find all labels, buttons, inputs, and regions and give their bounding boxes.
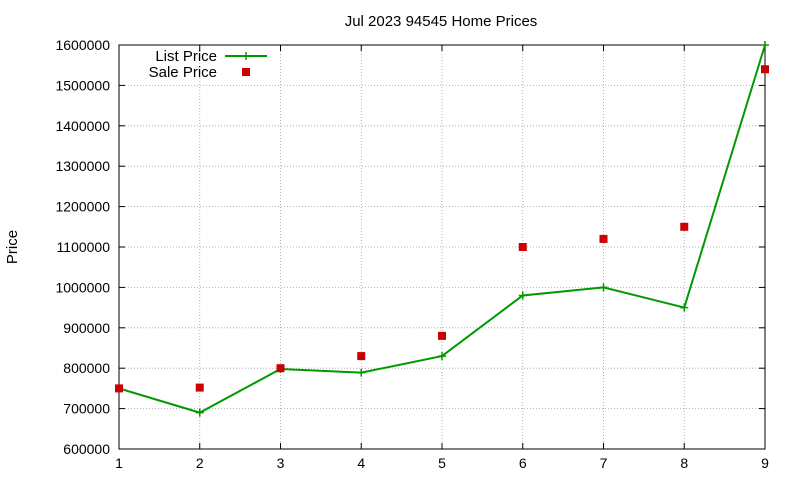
sale-price-point bbox=[438, 331, 446, 340]
sale-price-point bbox=[276, 364, 285, 373]
sale-price-point bbox=[357, 352, 366, 361]
sale-price-point bbox=[518, 243, 527, 251]
list-price-point bbox=[599, 283, 608, 292]
x-tick-label: 1 bbox=[115, 455, 123, 471]
list-price-point bbox=[438, 352, 446, 361]
y-tick-label: 1300000 bbox=[55, 158, 110, 174]
y-tick-label: 1500000 bbox=[55, 77, 110, 93]
list-price-point bbox=[357, 368, 366, 377]
grid-lines bbox=[119, 45, 765, 449]
y-tick-label: 600000 bbox=[63, 441, 110, 457]
sale-price-point bbox=[761, 65, 769, 74]
x-tick-label: 3 bbox=[277, 455, 285, 471]
list-price-point bbox=[195, 408, 204, 417]
x-tick-label: 9 bbox=[761, 455, 769, 471]
list-price-point bbox=[518, 291, 527, 300]
sale-price-point bbox=[115, 384, 123, 393]
plot-marks bbox=[115, 41, 769, 417]
legend-label: List Price bbox=[155, 48, 217, 65]
y-tick-label: 1400000 bbox=[55, 118, 110, 134]
axis-ticks: 6000007000008000009000001000000110000012… bbox=[55, 37, 769, 471]
y-tick-label: 900000 bbox=[63, 320, 110, 336]
y-tick-label: 1100000 bbox=[57, 239, 111, 255]
y-tick-label: 1200000 bbox=[55, 199, 110, 215]
x-tick-label: 8 bbox=[680, 455, 688, 471]
x-tick-label: 5 bbox=[438, 455, 446, 471]
x-tick-label: 4 bbox=[357, 455, 365, 471]
list-price-point bbox=[680, 303, 689, 312]
y-tick-label: 1600000 bbox=[55, 37, 110, 53]
legend-label: Sale Price bbox=[149, 64, 217, 81]
sale-price-point bbox=[599, 234, 608, 243]
x-tick-label: 2 bbox=[196, 455, 204, 471]
chart-title: Jul 2023 94545 Home Prices bbox=[345, 13, 538, 30]
y-tick-label: 800000 bbox=[63, 360, 110, 376]
legend-point-swatch bbox=[242, 52, 250, 60]
x-tick-label: 6 bbox=[519, 455, 527, 471]
sale-price-point bbox=[195, 383, 204, 392]
y-tick-label: 700000 bbox=[63, 401, 110, 417]
x-tick-label: 7 bbox=[600, 455, 608, 471]
y-tick-label: 1000000 bbox=[55, 279, 110, 295]
y-axis-label: Price bbox=[4, 230, 21, 264]
list-price-point bbox=[761, 41, 769, 49]
sale-price-point bbox=[680, 222, 689, 231]
legend-point-swatch bbox=[242, 68, 250, 76]
